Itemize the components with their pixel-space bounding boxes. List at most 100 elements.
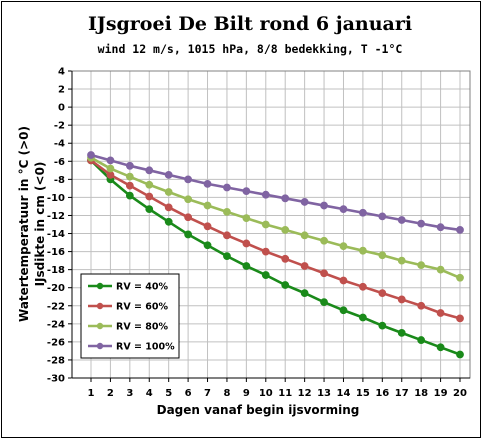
data-point — [261, 247, 270, 256]
data-point — [417, 261, 426, 270]
data-point — [242, 239, 251, 248]
y-tick-label: -16 — [47, 247, 65, 258]
data-point — [261, 271, 270, 279]
data-point — [378, 321, 387, 330]
data-point — [417, 301, 426, 310]
data-point — [223, 252, 231, 261]
data-point — [106, 170, 115, 179]
chart-title: IJsgroei De Bilt rond 6 januari — [88, 13, 412, 35]
data-point — [417, 336, 426, 344]
data-point — [378, 212, 387, 221]
y-tick-label: -26 — [47, 337, 65, 348]
data-point — [184, 230, 193, 239]
data-point — [223, 207, 231, 216]
series-3 — [87, 153, 464, 282]
data-point — [164, 188, 173, 196]
series-1 — [87, 156, 464, 359]
data-point — [300, 231, 309, 240]
data-point — [281, 194, 290, 203]
data-point — [300, 262, 309, 270]
y-tick-label: -14 — [47, 229, 65, 240]
y-tick-label: -10 — [47, 193, 65, 204]
data-point — [145, 192, 154, 201]
data-point — [300, 198, 309, 206]
data-point — [223, 183, 231, 192]
data-point — [184, 213, 193, 222]
data-point — [203, 201, 212, 210]
x-tick-label: 6 — [185, 388, 192, 399]
data-point — [125, 181, 134, 190]
x-tick-labels: 1 2 3 4 5 6 7 8 9 10 11 12 13 14 15 16 17 18 19 20 — [88, 388, 467, 399]
x-tick-label: 9 — [243, 388, 250, 399]
x-tick-label: 20 — [453, 388, 467, 399]
data-point — [320, 201, 328, 210]
series-layer — [87, 151, 464, 359]
data-point — [339, 276, 348, 285]
legend-entry-label: RV = 60% — [116, 302, 168, 313]
data-point — [456, 350, 464, 359]
y-tick-label: -30 — [47, 374, 65, 385]
data-point — [378, 289, 387, 298]
data-point — [223, 231, 231, 240]
data-point — [436, 309, 445, 317]
legend-box — [80, 273, 180, 359]
data-point — [339, 306, 348, 315]
x-tick-label: 8 — [223, 388, 230, 399]
legend-entry-label: RV = 100% — [116, 342, 175, 353]
x-tick-label: 2 — [107, 388, 114, 399]
data-point — [87, 151, 95, 159]
y-tick-label: -22 — [47, 301, 65, 312]
data-point — [436, 223, 445, 232]
data-point — [242, 262, 251, 270]
data-point — [358, 282, 367, 291]
data-point — [203, 179, 212, 188]
data-point — [281, 254, 290, 263]
data-point — [358, 208, 367, 217]
data-point — [300, 289, 309, 298]
data-point — [145, 205, 154, 214]
y-tick-label: 4 — [58, 67, 65, 78]
axes — [68, 70, 471, 382]
x-tick-label: 4 — [146, 388, 153, 399]
data-point — [184, 175, 193, 184]
legend-swatch-marker — [96, 322, 104, 330]
x-tick-label: 1 — [88, 388, 95, 399]
legend-entry-label: RV = 80% — [116, 322, 168, 333]
data-point — [125, 161, 134, 170]
data-point — [339, 242, 348, 251]
data-point — [164, 203, 173, 212]
y-tick-label: -6 — [54, 157, 65, 168]
data-point — [145, 180, 154, 189]
data-point — [320, 269, 328, 278]
legend-entry-label: RV = 40% — [116, 282, 168, 293]
data-point — [436, 265, 445, 274]
x-tick-label: 12 — [298, 388, 312, 399]
x-tick-label: 3 — [126, 388, 133, 399]
data-point — [417, 219, 426, 228]
x-tick-label: 5 — [165, 388, 172, 399]
y-axis-label-line2: IJsdikte in cm (<0) — [33, 162, 47, 287]
data-point — [358, 246, 367, 255]
y-axis-label-line1: Watertemperatuur in °C (>0) — [17, 126, 31, 322]
x-tick-label: 13 — [317, 388, 331, 399]
y-tick-label: -2 — [54, 121, 65, 132]
legend-swatch-marker — [96, 302, 104, 310]
data-point — [203, 241, 212, 250]
legend-swatch-marker — [96, 342, 104, 350]
y-tick-label: -18 — [47, 265, 65, 276]
y-tick-label: -4 — [54, 139, 65, 150]
data-point — [436, 343, 445, 352]
data-point — [261, 190, 270, 199]
chart-subtitle: wind 12 m/s, 1015 hPa, 8/8 bedekking, T … — [98, 42, 403, 56]
data-point — [320, 298, 328, 307]
data-point — [242, 214, 251, 223]
data-point — [184, 195, 193, 204]
data-point — [203, 222, 212, 231]
x-tick-label: 19 — [434, 388, 448, 399]
y-tick-label: 0 — [58, 103, 65, 114]
data-point — [378, 251, 387, 260]
data-point — [164, 217, 173, 226]
x-tick-label: 18 — [414, 388, 428, 399]
x-tick-label: 16 — [375, 388, 389, 399]
